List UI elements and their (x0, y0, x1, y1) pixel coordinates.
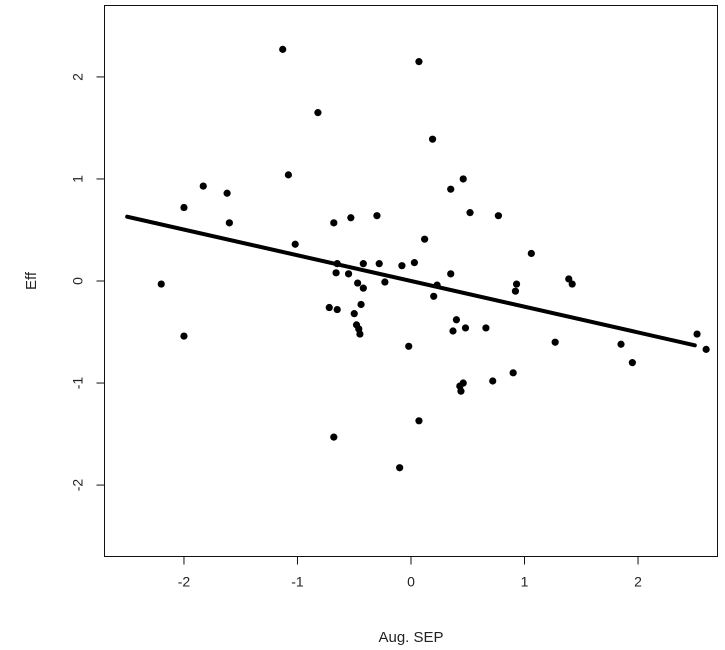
data-point (354, 279, 362, 287)
data-point (489, 377, 497, 385)
data-point (512, 280, 521, 288)
y-tick-label: -2 (70, 479, 86, 492)
data-point (284, 171, 292, 179)
data-point (225, 219, 233, 227)
y-tick-label: -1 (70, 377, 86, 390)
data-point (325, 303, 333, 312)
trend-line-group (125, 214, 697, 348)
data-point (511, 287, 520, 295)
data-point (359, 260, 367, 268)
y-axis: -2 -1 0 1 2 (70, 73, 105, 491)
data-point (314, 109, 322, 117)
data-point (405, 342, 413, 350)
data-point (415, 417, 423, 425)
y-axis-label: Eff (23, 271, 40, 290)
x-tick-label: 1 (521, 574, 529, 590)
y-tick-label: 2 (70, 73, 86, 81)
data-point (375, 260, 383, 268)
data-point (509, 369, 517, 377)
data-point (527, 249, 535, 258)
data-point (693, 330, 701, 338)
data-point (330, 219, 338, 227)
data-point (568, 280, 576, 288)
data-point (279, 45, 287, 53)
data-point (381, 278, 389, 286)
data-point (428, 135, 437, 143)
data-point (157, 280, 165, 288)
data-point (180, 332, 188, 340)
data-point (344, 270, 353, 278)
data-point (199, 182, 207, 190)
data-point (357, 300, 365, 309)
data-point (628, 359, 636, 367)
data-point (350, 310, 358, 318)
x-tick-label: -2 (178, 574, 191, 590)
data-point (482, 324, 490, 332)
data-point (433, 281, 441, 289)
data-point (430, 292, 438, 300)
data-point (333, 305, 341, 314)
data-point (398, 262, 406, 270)
data-point (291, 240, 299, 248)
data-point (415, 58, 423, 66)
data-point (551, 338, 559, 346)
data-point (396, 464, 404, 472)
y-tick-label: 1 (70, 175, 86, 183)
data-point (347, 214, 355, 222)
data-point (457, 387, 465, 395)
data-point (459, 379, 467, 387)
x-tick-label: -1 (291, 574, 304, 590)
data-point (332, 269, 340, 277)
data-point (359, 284, 367, 292)
y-tick-label: 0 (70, 277, 86, 285)
x-axis: -2 -1 0 1 2 (178, 556, 642, 590)
data-point (466, 209, 474, 217)
data-point (356, 330, 364, 338)
data-point (449, 327, 457, 335)
data-point (617, 340, 625, 348)
data-point (333, 260, 341, 268)
data-point (702, 345, 710, 353)
data-point (447, 270, 455, 278)
data-point (180, 203, 188, 212)
data-point (330, 433, 338, 441)
x-axis-label: Aug. SEP (378, 629, 443, 646)
data-point (461, 324, 470, 332)
data-point (410, 259, 419, 267)
data-point (373, 212, 381, 220)
data-point (452, 316, 461, 324)
data-point (494, 212, 503, 220)
data-point (421, 235, 429, 243)
data-point (223, 189, 231, 197)
data-point (565, 275, 573, 283)
data-point (459, 175, 467, 183)
x-tick-label: 2 (634, 574, 642, 590)
data-points (157, 45, 710, 472)
trend-line (125, 214, 697, 348)
x-tick-label: 0 (407, 574, 415, 590)
data-point (447, 185, 455, 193)
